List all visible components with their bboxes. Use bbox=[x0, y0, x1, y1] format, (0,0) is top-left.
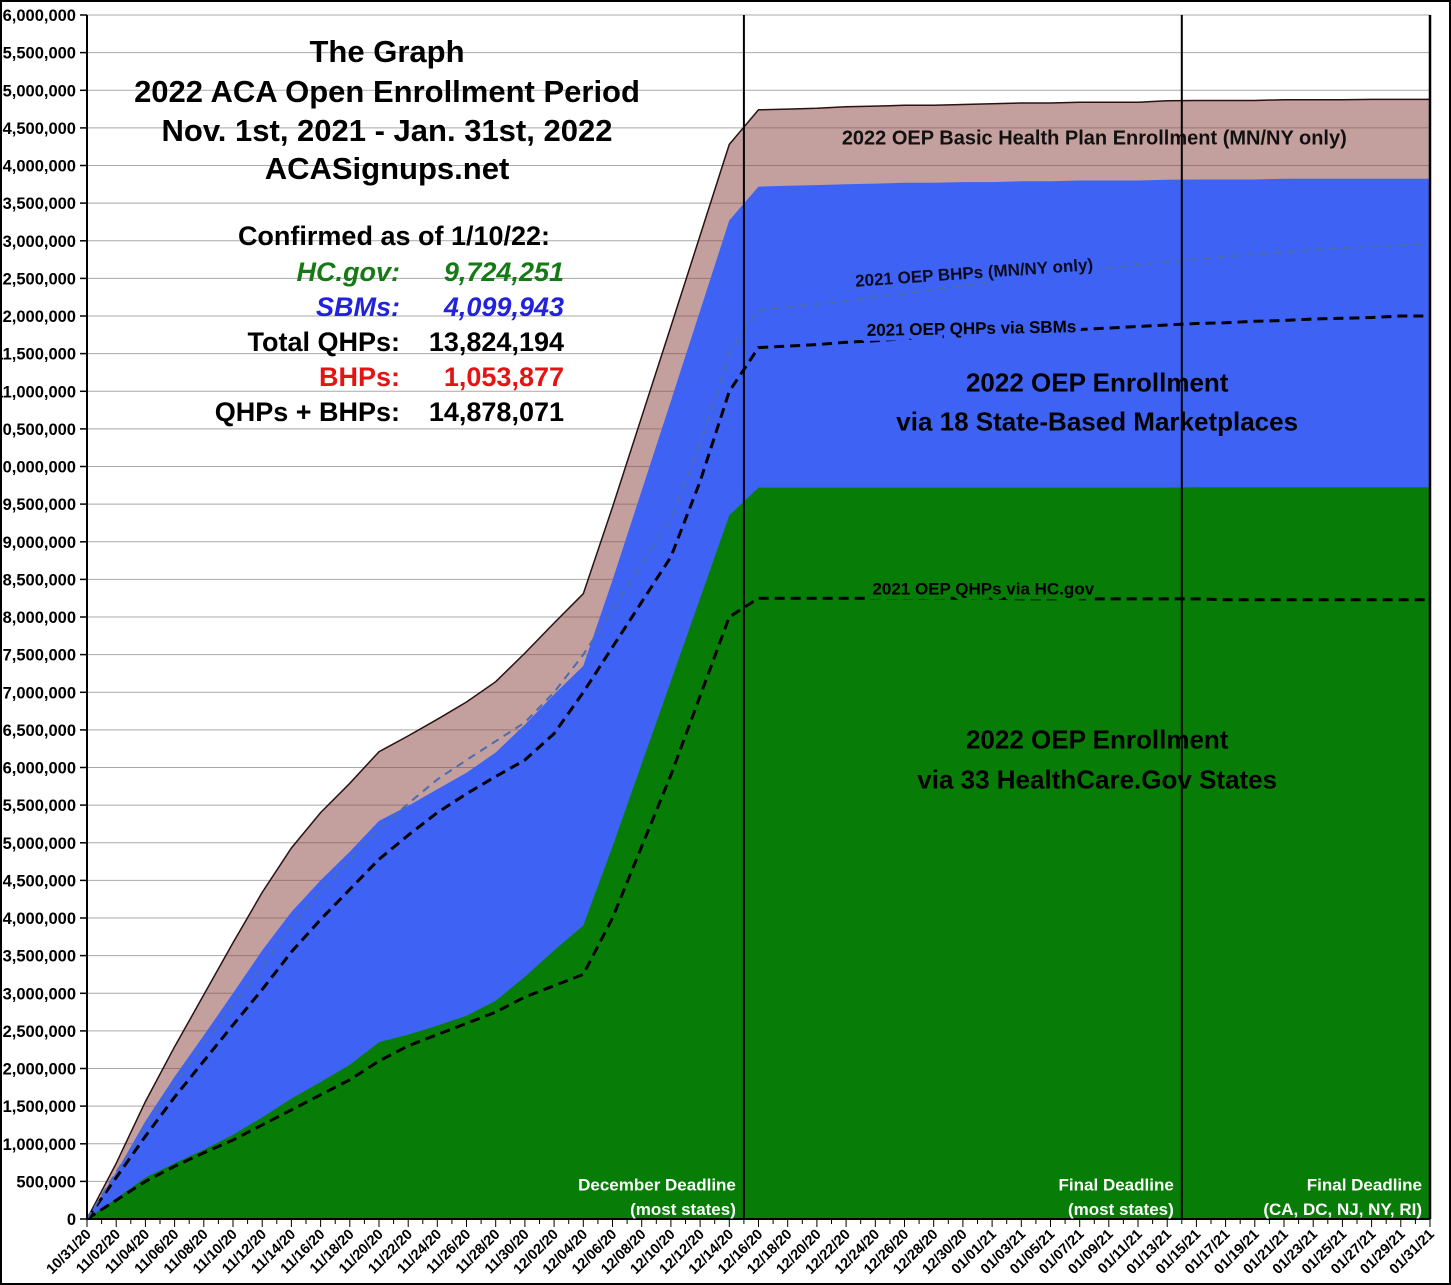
chart-title-line-2: 2022 ACA Open Enrollment Period bbox=[134, 74, 640, 109]
stat-value-bhps: 1,053,877 bbox=[444, 362, 564, 392]
y-axis-label: 6,000,000 bbox=[3, 760, 76, 778]
stat-value-hcgov: 9,724,251 bbox=[444, 257, 564, 287]
y-axis-label: 15,000,000 bbox=[2, 82, 76, 100]
stat-label-hcgov: HC.gov: bbox=[297, 257, 401, 287]
annotation-3: 2022 OEP Enrollment bbox=[966, 367, 1229, 397]
y-axis-label: 12,500,000 bbox=[2, 270, 76, 288]
area-hcgov-2022 bbox=[87, 487, 1430, 1219]
deadline-label-1-line2: (most states) bbox=[1068, 1200, 1174, 1219]
annotation-4: via 18 State-Based Marketplaces bbox=[896, 406, 1298, 436]
y-axis-label: 8,500,000 bbox=[3, 571, 76, 589]
y-axis-label: 10,000,000 bbox=[2, 459, 76, 477]
y-axis-label: 2,000,000 bbox=[3, 1061, 76, 1079]
y-axis-label: 1,000,000 bbox=[3, 1136, 76, 1154]
y-axis-label: 13,000,000 bbox=[2, 233, 76, 251]
stat-value-qhps-plus-bhps: 14,878,071 bbox=[429, 397, 564, 427]
y-axis-label: 5,000,000 bbox=[3, 835, 76, 853]
deadline-label-2-line2: (CA, DC, NJ, NY, RI) bbox=[1263, 1200, 1422, 1219]
y-axis-label: 4,000,000 bbox=[3, 910, 76, 928]
chart-title-line-3: Nov. 1st, 2021 - Jan. 31st, 2022 bbox=[162, 113, 613, 148]
confirmed-stats: Confirmed as of 1/10/22: HC.gov: 9,724,2… bbox=[215, 221, 564, 427]
deadline-label-0-line1: December Deadline bbox=[578, 1175, 736, 1194]
site-name: ACASignups.net bbox=[265, 151, 510, 186]
y-axis-label: 9,000,000 bbox=[3, 534, 76, 552]
y-axis-label: 7,500,000 bbox=[3, 647, 76, 665]
y-axis-label: 1,500,000 bbox=[3, 1098, 76, 1116]
stat-label-total-qhps: Total QHPs: bbox=[247, 327, 400, 357]
chart-title: The Graph 2022 ACA Open Enrollment Perio… bbox=[134, 34, 640, 186]
y-axis-label: 12,000,000 bbox=[2, 308, 76, 326]
stat-label-sbms: SBMs: bbox=[316, 292, 400, 322]
annotation-6: 2022 OEP Enrollment bbox=[966, 725, 1229, 755]
y-axis-label: 10,500,000 bbox=[2, 421, 76, 439]
stat-label-bhps: BHPs: bbox=[319, 362, 400, 392]
area-bhp-top-edge bbox=[86, 98, 1430, 1220]
deadline-label-2-line1: Final Deadline bbox=[1307, 1175, 1422, 1194]
y-axis-label: 14,000,000 bbox=[2, 158, 76, 176]
y-axis-label: 3,000,000 bbox=[3, 985, 76, 1003]
stat-value-total-qhps: 13,824,194 bbox=[429, 327, 564, 357]
y-axis-label: 14,500,000 bbox=[2, 120, 76, 138]
stat-value-sbms: 4,099,943 bbox=[443, 292, 564, 322]
y-axis-label: 15,500,000 bbox=[2, 45, 76, 63]
y-axis-label: 3,500,000 bbox=[3, 948, 76, 966]
stats-heading: Confirmed as of 1/10/22: bbox=[238, 221, 550, 251]
stat-label-qhps-plus-bhps: QHPs + BHPs: bbox=[215, 397, 400, 427]
y-axis-label: 2,500,000 bbox=[3, 1023, 76, 1041]
deadline-label-0-line2: (most states) bbox=[630, 1200, 736, 1219]
annotation-2: 2021 OEP QHPs via SBMs bbox=[867, 317, 1077, 340]
y-axis-label: 8,000,000 bbox=[3, 609, 76, 627]
y-axis-label: 0 bbox=[67, 1211, 76, 1229]
y-axis-label: 11,500,000 bbox=[2, 346, 76, 364]
annotation-7: via 33 HealthCare.Gov States bbox=[917, 765, 1277, 795]
y-axis-label: 13,500,000 bbox=[2, 195, 76, 213]
deadline-label-1-line1: Final Deadline bbox=[1059, 1175, 1174, 1194]
y-axis-label: 5,500,000 bbox=[3, 797, 76, 815]
ref-line-2021-bhps bbox=[86, 243, 1431, 1220]
y-axis-label: 9,500,000 bbox=[3, 496, 76, 514]
y-axis-label: 11,000,000 bbox=[2, 383, 76, 401]
ref-line-2021-qhps-sbms bbox=[85, 314, 1430, 1220]
y-axis-label: 6,500,000 bbox=[3, 722, 76, 740]
y-axis-label: 7,000,000 bbox=[3, 684, 76, 702]
annotation-0: 2022 OEP Basic Health Plan Enrollment (M… bbox=[842, 127, 1347, 149]
annotation-5: 2021 OEP QHPs via HC.gov bbox=[872, 579, 1094, 598]
y-axis-label: 4,500,000 bbox=[3, 872, 76, 890]
y-axis-label: 16,000,000 bbox=[2, 7, 76, 25]
x-axis-ticks-and-labels: 10/31/2011/02/2011/04/2011/06/2011/08/20… bbox=[44, 1219, 1438, 1278]
y-axis-label: 500,000 bbox=[16, 1173, 76, 1191]
chart-title-line-1: The Graph bbox=[309, 34, 464, 69]
